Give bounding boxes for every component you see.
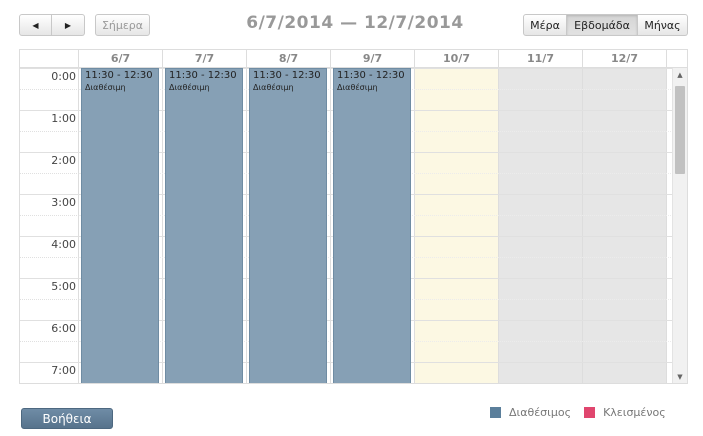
event-block[interactable]: 11:30 - 12:30 Διαθέσιμη [81, 68, 159, 383]
prev-week-button[interactable]: ◀ [19, 14, 52, 36]
event-block[interactable]: 11:30 - 12:30 Διαθέσιμη [249, 68, 327, 383]
day-header: 9/7 [331, 50, 415, 67]
legend-item-booked: Κλεισμένος [584, 406, 666, 419]
half-hour-line [79, 383, 673, 384]
view-month-button[interactable]: Μήνας [638, 14, 688, 36]
day-header: 7/7 [163, 50, 247, 67]
event-block[interactable]: 11:30 - 12:30 Διαθέσιμη [333, 68, 411, 383]
date-range-title: 6/7/2014 — 12/7/2014 [246, 13, 464, 33]
time-label: 4:00 [51, 238, 76, 251]
gutter-half-line [20, 215, 79, 216]
day-header: 6/7 [79, 50, 163, 67]
day-column[interactable] [331, 68, 415, 383]
event-title: Διαθέσιμη [253, 83, 294, 92]
legend: Διαθέσιμος Κλεισμένος [490, 406, 679, 419]
day-column[interactable] [79, 68, 163, 383]
next-week-button[interactable]: ▶ [52, 14, 85, 36]
gutter-half-line [20, 299, 79, 300]
time-label: 6:00 [51, 322, 76, 335]
event-time: 11:30 - 12:30 [337, 70, 405, 81]
time-label: 1:00 [51, 112, 76, 125]
day-column[interactable] [247, 68, 331, 383]
legend-item-available: Διαθέσιμος [490, 406, 571, 419]
time-gutter: 0:00 1:00 2:00 3:00 4:00 5:00 6:00 7:00 [20, 68, 79, 384]
prev-arrow-icon: ◀ [32, 20, 39, 30]
day-header: 10/7 [415, 50, 499, 67]
gutter-half-line [20, 257, 79, 258]
legend-swatch-booked [584, 407, 596, 418]
day-header: 12/7 [583, 50, 667, 67]
legend-label-booked: Κλεισμένος [603, 406, 666, 419]
gutter-half-line [20, 89, 79, 90]
view-switcher: Μέρα Εβδομάδα Μήνας [523, 14, 688, 36]
day-header: 11/7 [499, 50, 583, 67]
week-calendar: 6/7 7/7 8/7 9/7 10/7 11/7 12/7 0:00 1:00 2:00 3:0… [19, 49, 688, 384]
day-header: 8/7 [247, 50, 331, 67]
time-label: 5:00 [51, 280, 76, 293]
day-column[interactable] [583, 68, 667, 383]
gutter-half-line [20, 341, 79, 342]
scroll-thumb[interactable] [675, 86, 685, 174]
event-time: 11:30 - 12:30 [85, 70, 153, 81]
event-time: 11:30 - 12:30 [169, 70, 237, 81]
day-column[interactable] [163, 68, 247, 383]
event-block[interactable]: 11:30 - 12:30 Διαθέσιμη [165, 68, 243, 383]
day-header-row: 6/7 7/7 8/7 9/7 10/7 11/7 12/7 [20, 50, 687, 68]
next-arrow-icon: ▶ [64, 20, 72, 30]
help-button[interactable]: Βοήθεια [21, 408, 113, 429]
today-button[interactable]: Σήμερα [95, 14, 150, 36]
event-title: Διαθέσιμη [337, 83, 378, 92]
view-day-button[interactable]: Μέρα [523, 14, 567, 36]
nav-button-group: ◀ ▶ [19, 14, 85, 36]
time-label: 2:00 [51, 154, 76, 167]
legend-swatch-available [490, 407, 501, 418]
event-title: Διαθέσιμη [85, 83, 126, 92]
time-label: 7:00 [51, 364, 76, 377]
scroll-down-icon[interactable]: ▼ [677, 373, 683, 381]
event-time: 11:30 - 12:30 [253, 70, 321, 81]
gutter-half-line [20, 383, 79, 384]
day-column[interactable] [499, 68, 583, 383]
day-column[interactable] [415, 68, 499, 383]
gutter-half-line [20, 131, 79, 132]
view-week-button[interactable]: Εβδομάδα [567, 14, 638, 36]
legend-label-available: Διαθέσιμος [509, 406, 572, 419]
event-title: Διαθέσιμη [169, 83, 210, 92]
scroll-up-icon[interactable]: ▲ [677, 71, 683, 79]
gutter-half-line [20, 173, 79, 174]
time-label: 0:00 [51, 70, 76, 83]
header-corner [20, 50, 79, 67]
calendar-body[interactable]: 0:00 1:00 2:00 3:00 4:00 5:00 6:00 7:00 11:30 -… [20, 68, 673, 384]
time-label: 3:00 [51, 196, 76, 209]
calendar-scrollbar[interactable]: ▲ ▼ [672, 68, 687, 383]
